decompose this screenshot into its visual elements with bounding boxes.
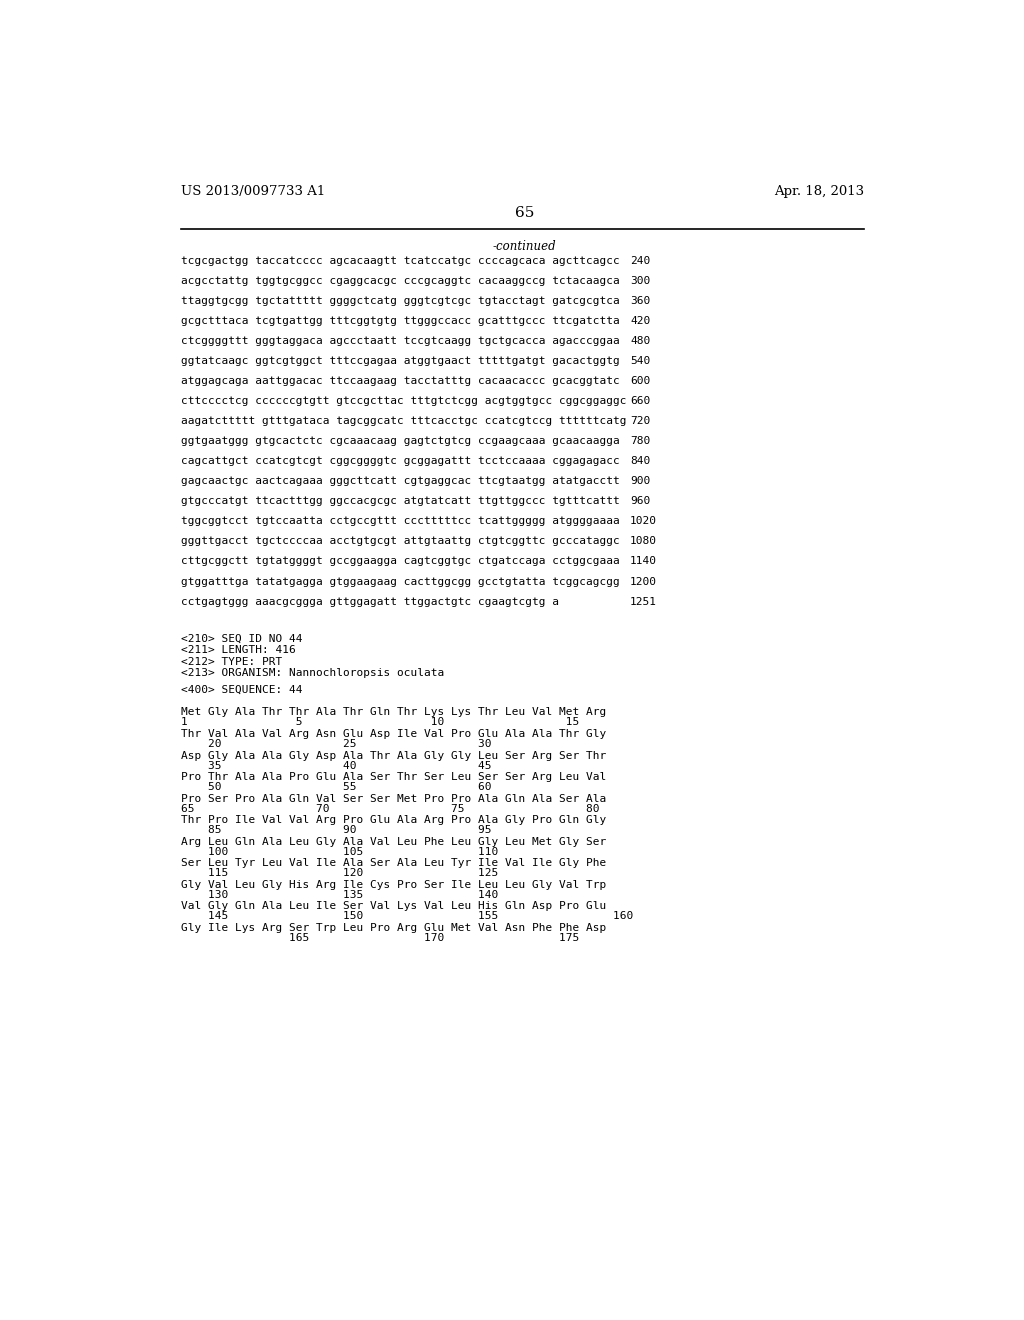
Text: 840: 840 — [630, 457, 650, 466]
Text: <211> LENGTH: 416: <211> LENGTH: 416 — [180, 645, 296, 655]
Text: 1200: 1200 — [630, 577, 657, 586]
Text: 35                  40                  45: 35 40 45 — [180, 760, 492, 771]
Text: 50                  55                  60: 50 55 60 — [180, 781, 492, 792]
Text: gtggatttga tatatgagga gtggaagaag cacttggcgg gcctgtatta tcggcagcgg: gtggatttga tatatgagga gtggaagaag cacttgg… — [180, 577, 620, 586]
Text: 1140: 1140 — [630, 557, 657, 566]
Text: US 2013/0097733 A1: US 2013/0097733 A1 — [180, 185, 325, 198]
Text: 1251: 1251 — [630, 597, 657, 606]
Text: 1                5                   10                  15: 1 5 10 15 — [180, 718, 579, 727]
Text: <210> SEQ ID NO 44: <210> SEQ ID NO 44 — [180, 634, 302, 643]
Text: Apr. 18, 2013: Apr. 18, 2013 — [774, 185, 864, 198]
Text: 85                  90                  95: 85 90 95 — [180, 825, 492, 836]
Text: 130                 135                 140: 130 135 140 — [180, 890, 498, 900]
Text: 1020: 1020 — [630, 516, 657, 527]
Text: tcgcgactgg taccatcccc agcacaagtt tcatccatgc ccccagcaca agcttcagcc: tcgcgactgg taccatcccc agcacaagtt tcatcca… — [180, 256, 620, 267]
Text: gtgcccatgt ttcactttgg ggccacgcgc atgtatcatt ttgttggccc tgtttcattt: gtgcccatgt ttcactttgg ggccacgcgc atgtatc… — [180, 496, 620, 507]
Text: 720: 720 — [630, 416, 650, 426]
Text: cttgcggctt tgtatggggt gccggaagga cagtcggtgc ctgatccaga cctggcgaaa: cttgcggctt tgtatggggt gccggaagga cagtcgg… — [180, 557, 620, 566]
Text: 420: 420 — [630, 317, 650, 326]
Text: 780: 780 — [630, 437, 650, 446]
Text: -continued: -continued — [493, 240, 557, 253]
Text: ctcggggttt gggtaggaca agccctaatt tccgtcaagg tgctgcacca agacccggaa: ctcggggttt gggtaggaca agccctaatt tccgtca… — [180, 337, 620, 346]
Text: 100                 105                 110: 100 105 110 — [180, 847, 498, 857]
Text: Thr Pro Ile Val Val Arg Pro Glu Ala Arg Pro Ala Gly Pro Gln Gly: Thr Pro Ile Val Val Arg Pro Glu Ala Arg … — [180, 816, 606, 825]
Text: gggttgacct tgctccccaa acctgtgcgt attgtaattg ctgtcggttc gcccataggc: gggttgacct tgctccccaa acctgtgcgt attgtaa… — [180, 536, 620, 546]
Text: 480: 480 — [630, 337, 650, 346]
Text: tggcggtcct tgtccaatta cctgccgttt ccctttttcc tcattggggg atggggaaaa: tggcggtcct tgtccaatta cctgccgttt ccctttt… — [180, 516, 620, 527]
Text: cagcattgct ccatcgtcgt cggcggggtc gcggagattt tcctccaaaa cggagagacc: cagcattgct ccatcgtcgt cggcggggtc gcggaga… — [180, 457, 620, 466]
Text: 360: 360 — [630, 296, 650, 306]
Text: 900: 900 — [630, 477, 650, 486]
Text: Pro Thr Ala Ala Pro Glu Ala Ser Thr Ser Leu Ser Ser Arg Leu Val: Pro Thr Ala Ala Pro Glu Ala Ser Thr Ser … — [180, 772, 606, 781]
Text: aagatcttttt gtttgataca tagcggcatc tttcacctgc ccatcgtccg ttttttcatg: aagatcttttt gtttgataca tagcggcatc tttcac… — [180, 416, 627, 426]
Text: 20                  25                  30: 20 25 30 — [180, 739, 492, 748]
Text: gagcaactgc aactcagaaa gggcttcatt cgtgaggcac ttcgtaatgg atatgacctt: gagcaactgc aactcagaaa gggcttcatt cgtgagg… — [180, 477, 620, 486]
Text: Pro Ser Pro Ala Gln Val Ser Ser Met Pro Pro Ala Gln Ala Ser Ala: Pro Ser Pro Ala Gln Val Ser Ser Met Pro … — [180, 793, 606, 804]
Text: cttcccctcg ccccccgtgtt gtccgcttac tttgtctcgg acgtggtgcc cggcggaggc: cttcccctcg ccccccgtgtt gtccgcttac tttgtc… — [180, 396, 627, 407]
Text: 115                 120                 125: 115 120 125 — [180, 869, 498, 878]
Text: 960: 960 — [630, 496, 650, 507]
Text: 145                 150                 155                 160: 145 150 155 160 — [180, 911, 633, 921]
Text: ggtgaatggg gtgcactctc cgcaaacaag gagtctgtcg ccgaagcaaa gcaacaagga: ggtgaatggg gtgcactctc cgcaaacaag gagtctg… — [180, 437, 620, 446]
Text: Asp Gly Ala Ala Gly Asp Ala Thr Ala Gly Gly Leu Ser Arg Ser Thr: Asp Gly Ala Ala Gly Asp Ala Thr Ala Gly … — [180, 751, 606, 760]
Text: ggtatcaagc ggtcgtggct tttccgagaa atggtgaact tttttgatgt gacactggtg: ggtatcaagc ggtcgtggct tttccgagaa atggtga… — [180, 356, 620, 366]
Text: Gly Val Leu Gly His Arg Ile Cys Pro Ser Ile Leu Leu Gly Val Trp: Gly Val Leu Gly His Arg Ile Cys Pro Ser … — [180, 880, 606, 890]
Text: 165                 170                 175: 165 170 175 — [180, 933, 579, 942]
Text: Gly Ile Lys Arg Ser Trp Leu Pro Arg Glu Met Val Asn Phe Phe Asp: Gly Ile Lys Arg Ser Trp Leu Pro Arg Glu … — [180, 923, 606, 933]
Text: 600: 600 — [630, 376, 650, 387]
Text: 1080: 1080 — [630, 536, 657, 546]
Text: 65                  70                  75                  80: 65 70 75 80 — [180, 804, 599, 813]
Text: <213> ORGANISM: Nannochloropsis oculata: <213> ORGANISM: Nannochloropsis oculata — [180, 668, 444, 678]
Text: Arg Leu Gln Ala Leu Gly Ala Val Leu Phe Leu Gly Leu Met Gly Ser: Arg Leu Gln Ala Leu Gly Ala Val Leu Phe … — [180, 837, 606, 846]
Text: Ser Leu Tyr Leu Val Ile Ala Ser Ala Leu Tyr Ile Val Ile Gly Phe: Ser Leu Tyr Leu Val Ile Ala Ser Ala Leu … — [180, 858, 606, 869]
Text: Thr Val Ala Val Arg Asn Glu Asp Ile Val Pro Glu Ala Ala Thr Gly: Thr Val Ala Val Arg Asn Glu Asp Ile Val … — [180, 729, 606, 739]
Text: <212> TYPE: PRT: <212> TYPE: PRT — [180, 656, 282, 667]
Text: 240: 240 — [630, 256, 650, 267]
Text: 540: 540 — [630, 356, 650, 366]
Text: Val Gly Gln Ala Leu Ile Ser Val Lys Val Leu His Gln Asp Pro Glu: Val Gly Gln Ala Leu Ile Ser Val Lys Val … — [180, 902, 606, 911]
Text: Met Gly Ala Thr Thr Ala Thr Gln Thr Lys Lys Thr Leu Val Met Arg: Met Gly Ala Thr Thr Ala Thr Gln Thr Lys … — [180, 708, 606, 717]
Text: <400> SEQUENCE: 44: <400> SEQUENCE: 44 — [180, 684, 302, 694]
Text: 65: 65 — [515, 206, 535, 220]
Text: ttaggtgcgg tgctattttt ggggctcatg gggtcgtcgc tgtacctagt gatcgcgtca: ttaggtgcgg tgctattttt ggggctcatg gggtcgt… — [180, 296, 620, 306]
Text: atggagcaga aattggacac ttccaagaag tacctatttg cacaacaccc gcacggtatc: atggagcaga aattggacac ttccaagaag tacctat… — [180, 376, 620, 387]
Text: 660: 660 — [630, 396, 650, 407]
Text: cctgagtggg aaacgcggga gttggagatt ttggactgtc cgaagtcgtg a: cctgagtggg aaacgcggga gttggagatt ttggact… — [180, 597, 559, 606]
Text: gcgctttaca tcgtgattgg tttcggtgtg ttgggccacc gcatttgccc ttcgatctta: gcgctttaca tcgtgattgg tttcggtgtg ttgggcc… — [180, 317, 620, 326]
Text: 300: 300 — [630, 276, 650, 286]
Text: acgcctattg tggtgcggcc cgaggcacgc cccgcaggtc cacaaggccg tctacaagca: acgcctattg tggtgcggcc cgaggcacgc cccgcag… — [180, 276, 620, 286]
